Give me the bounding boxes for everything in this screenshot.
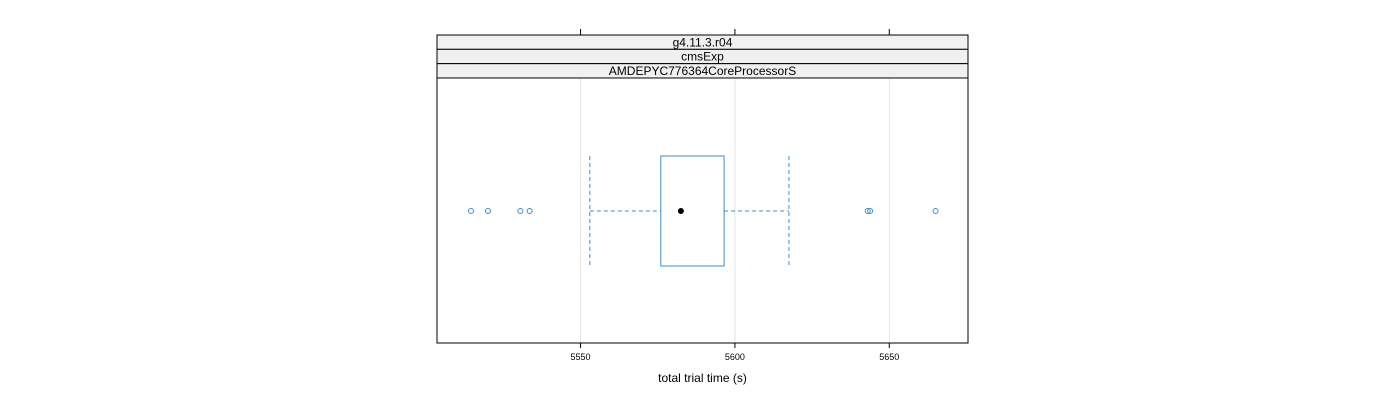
box-iqr bbox=[660, 155, 725, 267]
plot-marks bbox=[467, 155, 939, 267]
x-axis-ticks: 5550 5600 5650 bbox=[571, 29, 899, 362]
x-tick-label: 5600 bbox=[725, 352, 745, 362]
outlier-point bbox=[484, 208, 491, 214]
strip-label-processor: AMDEPYC776364CoreProcessorS bbox=[609, 64, 796, 78]
x-axis: 5550 5600 5650 total trial time (s) bbox=[571, 29, 899, 385]
outlier-point bbox=[864, 208, 871, 214]
median-dot bbox=[677, 208, 684, 214]
outlier-point bbox=[526, 208, 533, 214]
x-tick-label: 5650 bbox=[879, 352, 899, 362]
x-tick-label: 5550 bbox=[571, 352, 591, 362]
x-axis-label: total trial time (s) bbox=[658, 371, 747, 385]
outlier-point bbox=[867, 208, 874, 214]
outlier-point bbox=[932, 208, 939, 214]
panel-frame bbox=[436, 34, 969, 344]
strip-label-build: g4.11.3.r04 bbox=[673, 35, 733, 49]
outlier-point bbox=[517, 208, 524, 214]
strip-label-experiment: cmsExp bbox=[681, 50, 724, 64]
outlier-point bbox=[467, 208, 474, 214]
strip-headers: g4.11.3.r04 cmsExp AMDEPYC776364CoreProc… bbox=[436, 34, 969, 79]
